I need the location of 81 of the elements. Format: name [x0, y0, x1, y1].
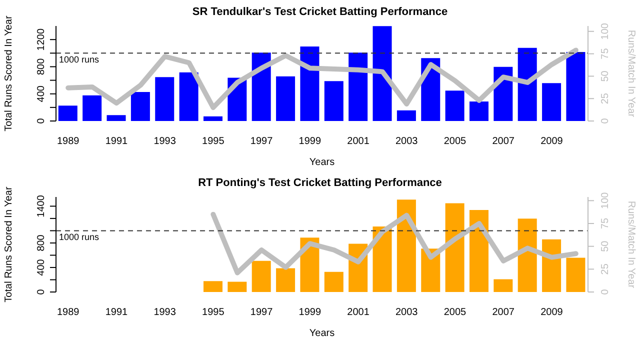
bar — [82, 95, 102, 121]
bar — [203, 116, 222, 121]
chart-title: SR Tendulkar's Test Cricket Batting Performance — [192, 6, 448, 18]
bar — [396, 110, 416, 121]
x-tick-label: 1995 — [202, 136, 225, 148]
x-tick-label: 1997 — [250, 307, 274, 318]
bar — [445, 203, 464, 292]
y2-tick-label: 100 — [600, 192, 611, 209]
y-tick-label: 1400 — [36, 194, 47, 218]
bar — [179, 72, 198, 121]
ref-line-label: 1000 runs — [59, 232, 100, 242]
y2-tick-label: 75 — [600, 48, 611, 60]
x-tick-label: 1999 — [298, 136, 322, 148]
x-tick-label: 2007 — [492, 307, 515, 318]
bar — [228, 282, 247, 292]
bar — [276, 76, 296, 121]
y2-tick-label: 100 — [600, 22, 611, 40]
x-tick-label: 1991 — [105, 307, 128, 318]
bar — [324, 272, 344, 292]
x-tick-label: 2005 — [444, 136, 467, 148]
bar — [494, 279, 513, 292]
y2-tick-label: 0 — [600, 118, 611, 124]
y-axis-title: Total Runs Scored In Year — [4, 186, 15, 302]
y2-tick-label: 25 — [600, 263, 611, 275]
bar — [566, 258, 586, 292]
bar — [518, 218, 537, 292]
x-tick-label: 2003 — [396, 307, 418, 318]
bar — [155, 77, 174, 121]
x-tick-label: 2005 — [444, 307, 467, 318]
ref-line-label: 1000 runs — [59, 54, 100, 65]
chart-title: RT Ponting's Test Cricket Batting Performance — [198, 177, 442, 189]
bar — [542, 83, 562, 121]
y-tick-label: 0 — [36, 288, 47, 295]
y2-tick-label: 75 — [600, 217, 611, 230]
y-tick-label: 800 — [36, 234, 47, 252]
y-tick-label: 0 — [36, 118, 47, 124]
bar — [276, 268, 296, 292]
bar — [348, 52, 368, 121]
x-tick-label: 1993 — [154, 307, 176, 318]
y2-tick-label: 50 — [600, 70, 611, 82]
bar — [372, 26, 392, 121]
bar — [469, 210, 488, 292]
x-axis-title: Years — [309, 157, 335, 168]
bar — [469, 102, 488, 121]
x-tick-label: 1991 — [105, 136, 128, 148]
x-tick-label: 2009 — [540, 307, 564, 318]
bar — [518, 48, 537, 121]
bar — [566, 52, 586, 121]
y2-axis-title: Runs/Match In Year — [625, 30, 636, 118]
bar — [396, 200, 416, 292]
bar — [324, 81, 344, 121]
x-tick-label: 1989 — [56, 136, 80, 148]
x-tick-label: 1995 — [202, 307, 225, 318]
y2-tick-label: 50 — [600, 240, 611, 252]
bar — [130, 92, 150, 121]
bar — [106, 115, 126, 121]
x-tick-label: 2009 — [540, 136, 564, 148]
x-tick-label: 2003 — [396, 136, 418, 148]
x-tick-label: 1989 — [56, 307, 80, 318]
x-tick-label: 2007 — [492, 136, 515, 148]
y2-tick-label: 0 — [600, 288, 611, 295]
bar — [300, 46, 320, 121]
bar — [252, 260, 271, 292]
x-tick-label: 1997 — [250, 136, 274, 148]
y2-tick-label: 25 — [600, 92, 611, 104]
y-tick-label: 400 — [36, 258, 47, 276]
x-tick-label: 1999 — [298, 307, 322, 318]
y-tick-label: 800 — [36, 58, 47, 76]
y2-axis-title: Runs/Match In Year — [625, 200, 636, 289]
bar — [445, 90, 464, 121]
y-tick-label: 400 — [36, 85, 47, 102]
x-tick-label: 2001 — [347, 136, 370, 148]
x-tick-label: 1993 — [154, 136, 176, 148]
y-tick-label: 1200 — [36, 28, 47, 51]
bar — [372, 226, 392, 292]
y-axis-title: Total Runs Scored In Year — [4, 15, 15, 132]
bar — [203, 281, 222, 292]
x-tick-label: 2001 — [347, 307, 370, 318]
bar — [58, 106, 78, 121]
x-axis-title: Years — [309, 328, 335, 339]
bar — [252, 52, 271, 121]
